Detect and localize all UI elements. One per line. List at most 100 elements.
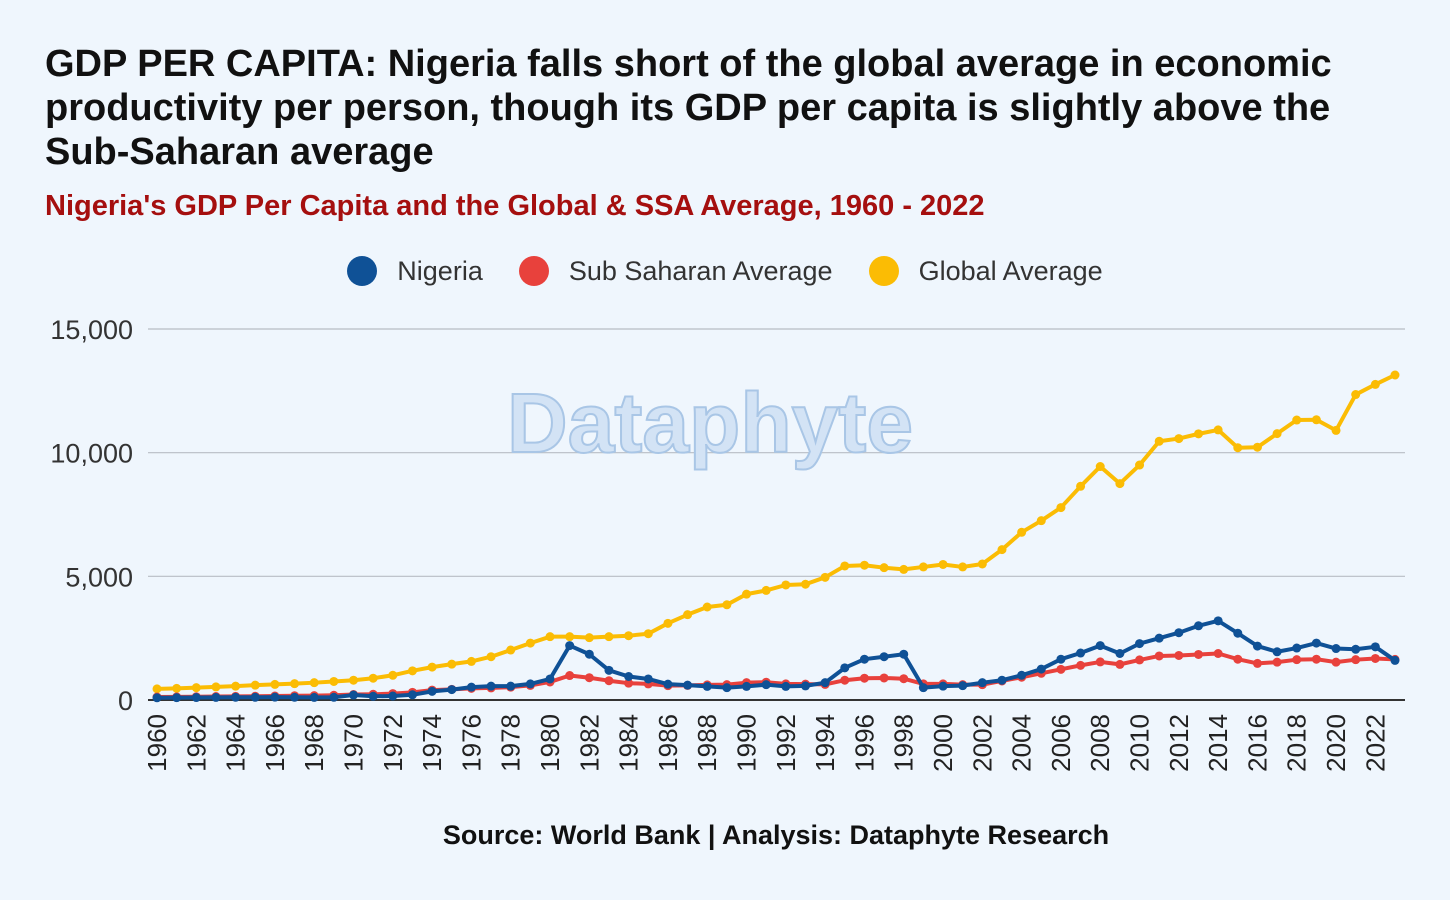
data-point-nigeria[interactable] xyxy=(1095,641,1105,651)
data-point-nigeria[interactable] xyxy=(545,674,555,684)
data-point-global-average[interactable] xyxy=(800,579,810,589)
data-point-nigeria[interactable] xyxy=(427,686,437,696)
data-point-global-average[interactable] xyxy=(879,563,889,573)
data-point-sub-saharan-average[interactable] xyxy=(604,676,614,686)
data-point-global-average[interactable] xyxy=(643,629,653,639)
data-point-global-average[interactable] xyxy=(1154,436,1164,446)
data-point-global-average[interactable] xyxy=(1370,379,1380,389)
data-point-nigeria[interactable] xyxy=(309,692,319,702)
data-point-nigeria[interactable] xyxy=(368,691,378,701)
data-point-global-average[interactable] xyxy=(1095,462,1105,472)
data-point-sub-saharan-average[interactable] xyxy=(859,673,869,683)
data-point-global-average[interactable] xyxy=(329,676,339,686)
data-point-global-average[interactable] xyxy=(231,681,241,691)
data-point-sub-saharan-average[interactable] xyxy=(1272,657,1282,667)
data-point-global-average[interactable] xyxy=(604,632,614,642)
data-point-global-average[interactable] xyxy=(1193,429,1203,439)
data-point-global-average[interactable] xyxy=(938,559,948,569)
data-point-nigeria[interactable] xyxy=(1213,616,1223,626)
data-point-nigeria[interactable] xyxy=(1252,641,1262,651)
data-point-global-average[interactable] xyxy=(388,670,398,680)
data-point-global-average[interactable] xyxy=(663,618,673,628)
data-point-global-average[interactable] xyxy=(1292,415,1302,425)
data-point-global-average[interactable] xyxy=(702,602,712,612)
data-point-nigeria[interactable] xyxy=(663,679,673,689)
data-point-sub-saharan-average[interactable] xyxy=(879,673,889,683)
data-point-global-average[interactable] xyxy=(1056,503,1066,513)
data-point-nigeria[interactable] xyxy=(584,649,594,659)
data-point-global-average[interactable] xyxy=(309,678,319,688)
data-point-nigeria[interactable] xyxy=(1233,628,1243,638)
data-point-global-average[interactable] xyxy=(349,675,359,685)
data-point-sub-saharan-average[interactable] xyxy=(624,678,634,688)
data-point-nigeria[interactable] xyxy=(1135,639,1145,649)
data-point-global-average[interactable] xyxy=(1272,429,1282,439)
data-point-global-average[interactable] xyxy=(290,679,300,689)
data-point-global-average[interactable] xyxy=(1213,425,1223,435)
data-point-nigeria[interactable] xyxy=(466,682,476,692)
data-point-global-average[interactable] xyxy=(683,610,693,620)
data-point-sub-saharan-average[interactable] xyxy=(1154,651,1164,661)
data-point-sub-saharan-average[interactable] xyxy=(840,675,850,685)
data-point-global-average[interactable] xyxy=(1390,370,1400,380)
data-point-global-average[interactable] xyxy=(172,683,182,693)
data-point-global-average[interactable] xyxy=(1076,481,1086,491)
data-point-nigeria[interactable] xyxy=(859,654,869,664)
data-point-nigeria[interactable] xyxy=(1174,628,1184,638)
data-point-sub-saharan-average[interactable] xyxy=(565,671,575,681)
data-point-nigeria[interactable] xyxy=(918,683,928,693)
data-point-global-average[interactable] xyxy=(270,679,280,689)
data-point-nigeria[interactable] xyxy=(1036,664,1046,674)
data-point-global-average[interactable] xyxy=(624,631,634,641)
data-point-nigeria[interactable] xyxy=(565,641,575,651)
data-point-nigeria[interactable] xyxy=(722,683,732,693)
data-point-nigeria[interactable] xyxy=(899,649,909,659)
data-point-global-average[interactable] xyxy=(958,562,968,572)
data-point-nigeria[interactable] xyxy=(1076,648,1086,658)
data-point-global-average[interactable] xyxy=(1252,442,1262,452)
data-point-global-average[interactable] xyxy=(1174,434,1184,444)
data-point-sub-saharan-average[interactable] xyxy=(1076,660,1086,670)
data-point-sub-saharan-average[interactable] xyxy=(1115,659,1125,669)
data-point-global-average[interactable] xyxy=(781,580,791,590)
data-point-sub-saharan-average[interactable] xyxy=(1056,664,1066,674)
data-point-global-average[interactable] xyxy=(584,633,594,643)
data-point-global-average[interactable] xyxy=(761,585,771,595)
data-point-sub-saharan-average[interactable] xyxy=(1174,650,1184,660)
data-point-global-average[interactable] xyxy=(466,656,476,666)
data-point-global-average[interactable] xyxy=(997,545,1007,555)
data-point-global-average[interactable] xyxy=(1115,479,1125,489)
data-point-global-average[interactable] xyxy=(545,632,555,642)
data-point-global-average[interactable] xyxy=(1351,390,1361,400)
data-point-global-average[interactable] xyxy=(859,560,869,570)
data-point-nigeria[interactable] xyxy=(604,665,614,675)
data-point-global-average[interactable] xyxy=(427,662,437,672)
data-point-global-average[interactable] xyxy=(506,645,516,655)
data-point-nigeria[interactable] xyxy=(800,681,810,691)
data-point-nigeria[interactable] xyxy=(1390,655,1400,665)
data-point-sub-saharan-average[interactable] xyxy=(1311,654,1321,664)
data-point-nigeria[interactable] xyxy=(840,663,850,673)
data-point-global-average[interactable] xyxy=(1233,443,1243,453)
data-point-nigeria[interactable] xyxy=(1193,621,1203,631)
data-point-sub-saharan-average[interactable] xyxy=(1095,657,1105,667)
data-point-sub-saharan-average[interactable] xyxy=(1292,655,1302,665)
data-point-sub-saharan-average[interactable] xyxy=(1331,657,1341,667)
data-point-global-average[interactable] xyxy=(486,652,496,662)
data-point-nigeria[interactable] xyxy=(1115,649,1125,659)
data-point-nigeria[interactable] xyxy=(643,674,653,684)
data-point-global-average[interactable] xyxy=(211,682,221,692)
data-point-global-average[interactable] xyxy=(722,600,732,610)
data-point-nigeria[interactable] xyxy=(152,693,162,703)
data-point-nigeria[interactable] xyxy=(1272,647,1282,657)
data-point-nigeria[interactable] xyxy=(820,678,830,688)
data-point-nigeria[interactable] xyxy=(1331,644,1341,654)
data-point-global-average[interactable] xyxy=(191,683,201,693)
data-point-global-average[interactable] xyxy=(977,559,987,569)
data-point-sub-saharan-average[interactable] xyxy=(1135,655,1145,665)
data-point-nigeria[interactable] xyxy=(879,652,889,662)
data-point-nigeria[interactable] xyxy=(250,692,260,702)
data-point-nigeria[interactable] xyxy=(1351,644,1361,654)
data-point-nigeria[interactable] xyxy=(211,692,221,702)
data-point-nigeria[interactable] xyxy=(270,692,280,702)
